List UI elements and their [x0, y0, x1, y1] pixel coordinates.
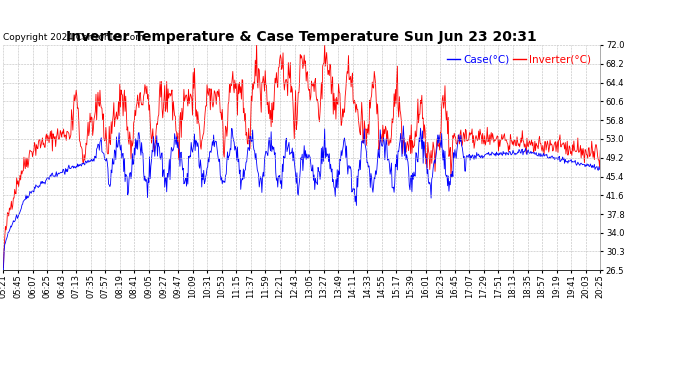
Text: Copyright 2024 Cartronics.com: Copyright 2024 Cartronics.com — [3, 33, 144, 42]
Legend: Case(°C), Inverter(°C): Case(°C), Inverter(°C) — [443, 50, 595, 69]
Title: Inverter Temperature & Case Temperature Sun Jun 23 20:31: Inverter Temperature & Case Temperature … — [66, 30, 538, 44]
